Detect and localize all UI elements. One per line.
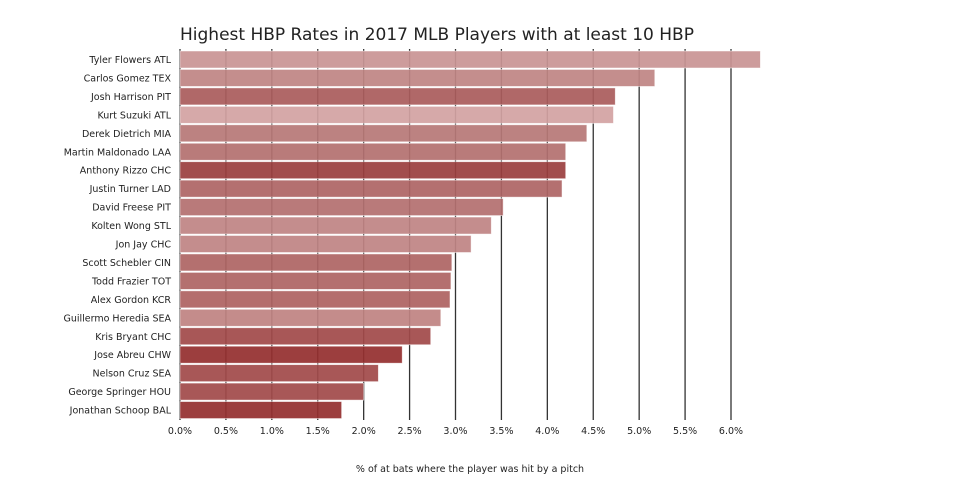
bar — [179, 401, 343, 419]
y-tick-label: Tyler Flowers ATL — [88, 55, 171, 66]
bar — [179, 327, 432, 346]
y-tick-label: David Freese PIT — [92, 203, 171, 214]
y-tick-label: Kolten Wong STL — [91, 221, 171, 232]
x-tick-label: 2.5% — [398, 426, 422, 437]
y-tick-label: Jon Jay CHC — [115, 240, 172, 251]
x-tick-label: 1.5% — [306, 426, 330, 437]
y-tick-label: Martin Maldonado LAA — [64, 147, 172, 158]
y-axis-labels: Tyler Flowers ATL Carlos Gomez TEX Josh Ha… — [63, 55, 171, 417]
bar — [179, 50, 761, 69]
y-tick-label: Nelson Cruz SEA — [93, 369, 172, 380]
y-tick-label: Guillermo Heredia SEA — [63, 313, 171, 324]
y-tick-label: Derek Dietrich MIA — [82, 129, 172, 140]
x-tick-label: 0.0% — [168, 426, 192, 437]
y-tick-label: Josh Harrison PIT — [90, 92, 171, 103]
x-axis-ticks: 0.0% 0.5% 1.0% 1.5% 2.0% 2.5% 3.0% 3.5% 4.0% 4.5%… — [168, 426, 743, 437]
bar — [179, 105, 614, 124]
y-tick-label: Kurt Suzuki ATL — [97, 110, 171, 121]
x-tick-label: 2.0% — [352, 426, 376, 437]
x-tick-label: 5.0% — [627, 426, 651, 437]
y-tick-label: Jonathan Schoop BAL — [69, 406, 172, 417]
bar — [179, 179, 563, 198]
bar — [179, 253, 453, 272]
y-tick-label: Alex Gordon KCR — [91, 295, 172, 306]
x-tick-label: 1.0% — [260, 426, 284, 437]
y-tick-label: Carlos Gomez TEX — [84, 73, 172, 84]
y-tick-label: Kris Bryant CHC — [95, 332, 171, 343]
y-tick-label: Justin Turner LAD — [89, 184, 171, 195]
x-tick-label: 6.0% — [719, 426, 743, 437]
x-tick-label: 5.5% — [673, 426, 697, 437]
bar — [179, 290, 451, 309]
x-tick-label: 4.5% — [581, 426, 605, 437]
y-tick-label: Anthony Rizzo CHC — [80, 166, 172, 177]
bars — [179, 50, 761, 419]
y-tick-label: Scott Schebler CIN — [82, 258, 171, 269]
y-tick-label: Jose Abreu CHW — [93, 350, 171, 361]
x-tick-label: 0.5% — [214, 426, 238, 437]
x-tick-label: 4.0% — [535, 426, 559, 437]
bar — [179, 216, 492, 235]
y-tick-label: George Springer HOU — [68, 387, 171, 398]
bar — [179, 124, 588, 143]
bar — [179, 235, 472, 253]
x-tick-label: 3.5% — [489, 426, 513, 437]
y-tick-label: Todd Frazier TOT — [91, 276, 171, 287]
chart-title: Highest HBP Rates in 2017 MLB Players wi… — [180, 25, 694, 45]
bar — [179, 161, 567, 180]
x-tick-label: 3.0% — [443, 426, 467, 437]
x-axis-label: % of at bats where the player was hit by… — [356, 464, 584, 475]
bar — [179, 142, 567, 161]
bar — [179, 87, 616, 106]
bar — [179, 308, 442, 327]
bar — [179, 345, 403, 364]
bar — [179, 69, 656, 87]
bar — [179, 364, 379, 383]
bar — [179, 271, 452, 290]
bar — [179, 382, 365, 401]
bar — [179, 198, 504, 217]
